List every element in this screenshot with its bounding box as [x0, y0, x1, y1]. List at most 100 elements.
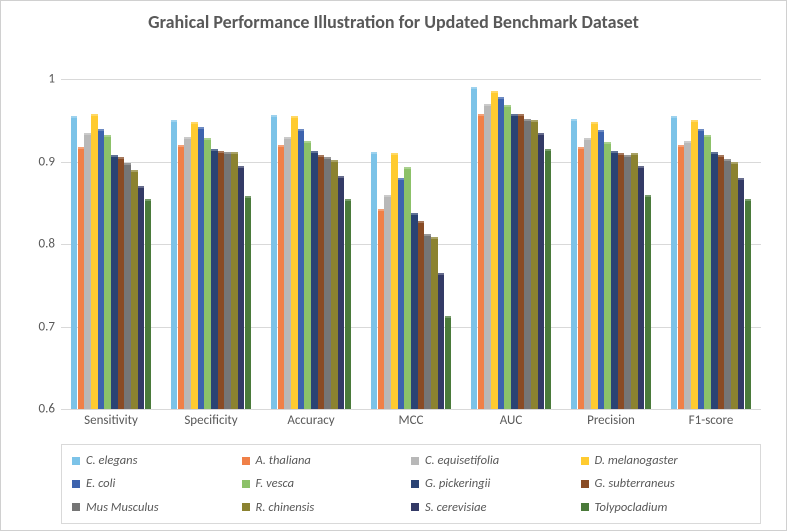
- bar: [604, 142, 611, 409]
- legend-item: F. vesca: [242, 476, 412, 491]
- legend-item: G. pickeringii: [411, 476, 581, 491]
- legend: C. elegans A. thaliana C. equisetifolia D. …: [61, 444, 761, 524]
- bar: [338, 176, 345, 409]
- bar: [171, 120, 178, 409]
- bar: [471, 87, 478, 409]
- bar: [745, 199, 752, 409]
- legend-label: Mus Musculus: [86, 500, 159, 515]
- chart-title: Grahical Performance Illustration for Up…: [1, 1, 786, 38]
- x-tick-label: Specificity: [184, 413, 237, 428]
- bar: [684, 141, 691, 409]
- bar: [398, 178, 405, 409]
- bar: [204, 138, 211, 409]
- bar: [71, 116, 78, 409]
- legend-label: F. vesca: [256, 476, 295, 491]
- bar: [591, 122, 598, 409]
- legend-swatch: [72, 503, 80, 511]
- legend-swatch: [411, 480, 419, 488]
- bar: [191, 122, 198, 409]
- bar: [284, 137, 291, 409]
- bar: [384, 195, 391, 410]
- bar: [531, 120, 538, 409]
- legend-swatch: [581, 480, 589, 488]
- grid-line: [61, 409, 761, 410]
- bar: [504, 105, 511, 409]
- bar: [731, 162, 738, 410]
- legend-swatch: [411, 457, 419, 465]
- legend-label: D. melanogaster: [595, 453, 678, 468]
- bar: [378, 209, 385, 409]
- y-tick-label: 0.7: [39, 319, 55, 334]
- bar: [678, 145, 685, 409]
- legend-swatch: [581, 503, 589, 511]
- legend-item: D. melanogaster: [581, 453, 751, 468]
- bar: [78, 147, 85, 409]
- grid-line: [61, 79, 761, 80]
- legend-label: G. pickeringii: [425, 476, 490, 491]
- y-tick-label: 1: [48, 72, 55, 87]
- bar: [484, 104, 491, 409]
- bar: [124, 163, 131, 409]
- bar: [331, 160, 338, 409]
- grid-line: [61, 162, 761, 163]
- legend-swatch: [581, 457, 589, 465]
- legend-item: C. equisetifolia: [411, 453, 581, 468]
- bar: [691, 120, 698, 409]
- bar: [131, 170, 138, 409]
- y-tick-label: 0.6: [39, 402, 55, 417]
- legend-swatch: [242, 480, 250, 488]
- legend-swatch: [242, 503, 250, 511]
- legend-item: A. thaliana: [242, 453, 412, 468]
- bar: [631, 153, 638, 409]
- x-tick-label: MCC: [399, 413, 424, 428]
- legend-label: R. chinensis: [256, 500, 315, 515]
- bar: [138, 186, 145, 409]
- legend-label: A. thaliana: [256, 453, 311, 468]
- bar: [291, 116, 298, 409]
- x-tick-label: Accuracy: [287, 413, 334, 428]
- bar: [698, 129, 705, 410]
- legend-swatch: [411, 503, 419, 511]
- bar: [524, 119, 531, 409]
- bar: [718, 155, 725, 409]
- legend-item: G. subterraneus: [581, 476, 751, 491]
- bar: [598, 130, 605, 409]
- bar: [91, 114, 98, 409]
- x-tick-label: Sensitivity: [84, 413, 138, 428]
- bar: [231, 152, 238, 409]
- bar: [518, 114, 525, 409]
- bar: [178, 145, 185, 409]
- bar: [345, 199, 352, 409]
- legend-swatch: [242, 457, 250, 465]
- legend-item: Mus Musculus: [72, 500, 242, 515]
- bar: [118, 157, 125, 409]
- bar: [638, 166, 645, 409]
- bar: [645, 195, 652, 410]
- bar: [478, 114, 485, 409]
- bar: [184, 137, 191, 409]
- bar: [491, 91, 498, 409]
- bar: [671, 116, 678, 409]
- bar: [224, 152, 231, 409]
- legend-label: E. coli: [86, 476, 115, 491]
- legend-label: S. cerevisiae: [425, 500, 486, 515]
- bar: [145, 199, 152, 409]
- legend-label: C. elegans: [86, 453, 137, 468]
- bar: [298, 129, 305, 410]
- bar: [318, 155, 325, 409]
- bar: [738, 178, 745, 409]
- bar: [545, 149, 552, 409]
- bar: [445, 316, 452, 409]
- legend-item: E. coli: [72, 476, 242, 491]
- bar: [391, 153, 398, 409]
- x-tick-label: Precision: [587, 413, 635, 428]
- legend-swatch: [72, 480, 80, 488]
- bar: [98, 129, 105, 410]
- plot-area: 0.60.70.80.91SensitivitySpecificityAccur…: [61, 79, 761, 409]
- legend-label: Tolypocladium: [595, 500, 668, 515]
- legend-swatch: [72, 457, 80, 465]
- bar: [311, 151, 318, 409]
- bar: [618, 153, 625, 409]
- chart-container: Grahical Performance Illustration for Up…: [0, 0, 787, 531]
- bar: [711, 152, 718, 409]
